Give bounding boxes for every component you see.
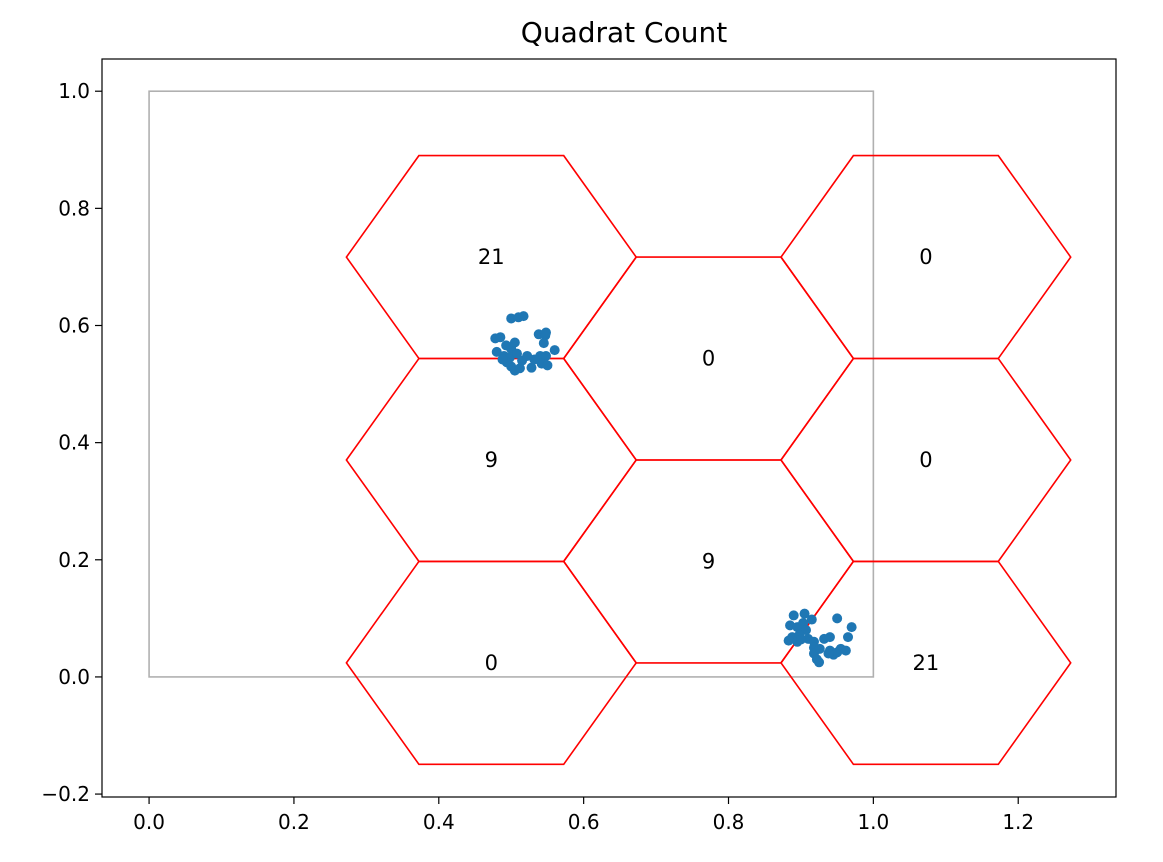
x-tick-label: 0.0 — [133, 810, 165, 834]
data-point — [512, 348, 523, 359]
y-tick-label: 0.2 — [58, 548, 90, 572]
quadrat-count-label: 9 — [702, 549, 715, 573]
study-window-boundary — [148, 90, 875, 678]
data-point — [795, 634, 806, 645]
x-axis: 0.0 0.2 0.4 0.6 0.8 1.0 1.2 — [133, 797, 1034, 834]
data-point — [509, 337, 520, 348]
x-tick-label: 0.6 — [568, 810, 600, 834]
data-point — [495, 332, 506, 343]
data-point — [832, 613, 843, 624]
data-point — [514, 363, 525, 374]
x-tick-label: 0.4 — [423, 810, 455, 834]
data-point — [540, 327, 551, 338]
quadrat-count-label: 21 — [913, 651, 940, 675]
quadrat-count-label: 0 — [919, 245, 932, 269]
data-point — [526, 362, 537, 373]
quadrat-count-label: 21 — [478, 245, 505, 269]
data-point — [806, 614, 817, 625]
data-point — [846, 622, 857, 633]
chart-title: Quadrat Count — [521, 16, 727, 49]
x-tick-label: 0.2 — [278, 810, 310, 834]
x-tick-label: 0.8 — [713, 810, 745, 834]
quadrat-count-label: 9 — [485, 448, 498, 472]
data-point — [814, 643, 825, 654]
hexagon-quadrat — [780, 560, 1072, 766]
y-tick-label: 0.4 — [58, 431, 90, 455]
quadrat-count-labels: 21 9 0 0 9 0 0 21 — [478, 245, 939, 675]
data-point — [840, 645, 851, 656]
data-point — [823, 648, 834, 659]
y-axis: −0.2 0.0 0.2 0.4 0.6 0.8 1.0 — [41, 79, 102, 806]
data-point — [788, 610, 799, 621]
data-point — [549, 345, 560, 356]
point-pattern — [490, 311, 857, 668]
data-point — [491, 346, 502, 357]
data-point — [814, 657, 825, 668]
x-tick-label: 1.2 — [1002, 810, 1034, 834]
axes-frame — [101, 58, 1117, 798]
data-point — [843, 632, 854, 643]
data-point — [518, 311, 529, 322]
data-point — [799, 608, 810, 619]
data-point — [497, 354, 508, 365]
y-tick-label: 0.0 — [58, 665, 90, 689]
data-point — [538, 338, 549, 349]
y-tick-label: 1.0 — [58, 79, 90, 103]
data-point — [783, 635, 794, 646]
y-tick-label: 0.6 — [58, 314, 90, 338]
x-tick-label: 1.0 — [857, 810, 889, 834]
hexagon-quadrats — [345, 154, 1072, 766]
data-point — [540, 350, 551, 361]
quadrat-count-label: 0 — [919, 448, 932, 472]
y-tick-label: −0.2 — [41, 782, 90, 806]
data-point — [542, 360, 553, 371]
data-point — [824, 632, 835, 643]
quadrat-count-label: 0 — [485, 651, 498, 675]
study-window — [148, 90, 875, 678]
y-tick-label: 0.8 — [58, 196, 90, 220]
data-point — [529, 354, 540, 365]
quadrat-count-label: 0 — [702, 347, 715, 371]
